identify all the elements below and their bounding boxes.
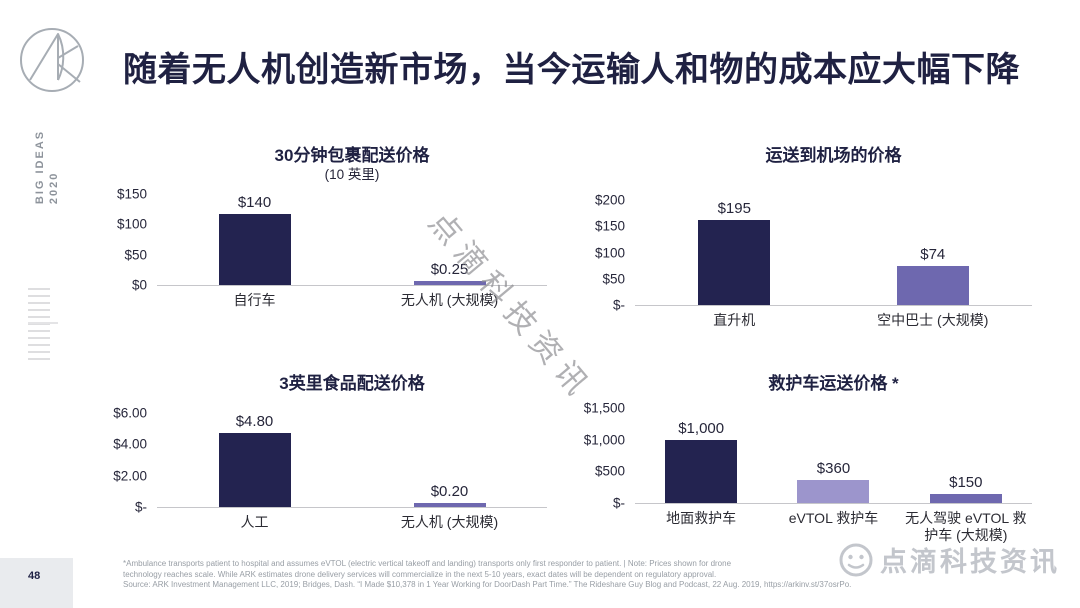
page-number: 48 xyxy=(28,570,41,582)
chart-title: 3英里食品配送价格 xyxy=(105,374,547,394)
bar-column: $360 xyxy=(767,408,899,503)
x-axis-labels: 地面救护车 eVTOL 救护车 无人驾驶 eVTOL 救护车 (大规模) xyxy=(583,510,1032,544)
y-axis-tick-label: $50 xyxy=(124,247,147,263)
footnote-line-3: Source: ARK Investment Management LLC, 2… xyxy=(123,580,852,589)
category-label: 空中巴士 (大规模) xyxy=(877,312,989,328)
chart-title: 运送到机场的价格 xyxy=(583,146,1032,166)
bar xyxy=(929,493,1002,503)
bar xyxy=(413,503,486,507)
chart-parcel-delivery-price: 30分钟包裹配送价格 (10 英里) $150 $100 $50 $0 $140 $0.… xyxy=(105,146,547,309)
y-axis-tick-label: $- xyxy=(134,499,147,515)
decorative-tick-line-long xyxy=(28,322,58,324)
bar-value-label: $195 xyxy=(717,200,751,217)
big-ideas-text: BIG IDEAS xyxy=(33,129,46,205)
x-axis-labels: 自行车 无人机 (大规模) xyxy=(105,292,547,309)
footnote-line-2: technology reaches scale. While ARK esti… xyxy=(123,569,717,579)
y-axis: $200 $150 $100 $50 $- xyxy=(583,193,635,313)
y-axis-tick-label: $- xyxy=(612,495,625,511)
y-axis: $6.00 $4.00 $2.00 $- xyxy=(105,406,157,515)
y-axis-tick-label: $150 xyxy=(116,186,147,202)
plot-area: $4.80 $0.20 xyxy=(157,413,547,508)
chart-airport-transport-price: 运送到机场的价格 $200 $150 $100 $50 $- $195 $74 直升机 空中… xyxy=(583,146,1032,329)
bar-value-label: $1,000 xyxy=(678,419,725,437)
bar-value-label: $150 xyxy=(949,473,983,491)
bar xyxy=(797,480,870,503)
y-axis-tick-label: $6.00 xyxy=(113,405,147,421)
footnote-line-1: *Ambulance transports patient to hospita… xyxy=(123,559,732,568)
bar-value-label: $0.25 xyxy=(430,261,469,278)
bar-value-label: $74 xyxy=(920,246,946,264)
y-axis: $1,500 $1,000 $500 $- xyxy=(583,401,635,511)
chart-subtitle: (10 英里) xyxy=(324,167,380,182)
x-axis-labels: 直升机 空中巴士 (大规模) xyxy=(583,312,1032,329)
ark-logo-icon xyxy=(20,28,84,92)
plot-area: $1,000 $360 $150 xyxy=(635,408,1032,504)
y-axis-tick-label: $500 xyxy=(594,463,625,479)
bar-value-label: $140 xyxy=(237,194,272,211)
y-axis-tick-label: $- xyxy=(612,297,625,313)
y-axis-tick-label: $100 xyxy=(594,245,625,260)
chart-title-number: 30 xyxy=(274,146,294,165)
page-number-band xyxy=(0,558,73,608)
y-axis-tick-label: $1,500 xyxy=(583,400,625,416)
bar-column: $74 xyxy=(834,200,1033,305)
category-label: eVTOL 救护车 xyxy=(788,510,879,526)
y-axis-tick-label: $100 xyxy=(116,216,147,232)
bar-column: $0.25 xyxy=(352,194,547,285)
chart-ambulance-transport-price: 救护车运送价格 * $1,500 $1,000 $500 $- $1,000 $360 $… xyxy=(583,374,1032,544)
slide-title: 随着无人机创造新市场，当今运输人和物的成本应大幅下降 xyxy=(123,51,1020,89)
chart-title-text: 运送到机场的价格 xyxy=(765,146,902,165)
plot-area: $195 $74 xyxy=(635,200,1032,306)
y-axis-tick-label: $2.00 xyxy=(113,468,147,484)
bar-column: $4.80 xyxy=(157,413,352,507)
plot-area: $140 $0.25 xyxy=(157,194,547,286)
bar xyxy=(698,220,771,305)
category-label: 地面救护车 xyxy=(666,510,737,526)
bar xyxy=(218,214,291,285)
y-axis-tick-label: $4.00 xyxy=(113,436,147,452)
chart-title-text: 救护车运送价格 * xyxy=(768,374,899,393)
bar-value-label: $4.80 xyxy=(235,413,274,430)
category-label: 无人机 (大规模) xyxy=(400,514,499,530)
y-axis-tick-label: $1,000 xyxy=(583,432,625,448)
bar-column: $1,000 xyxy=(635,408,767,503)
year-text: 2020 xyxy=(47,171,60,205)
bar xyxy=(665,439,738,503)
category-label: 无人驾驶 eVTOL 救护车 (大规模) xyxy=(905,510,1027,543)
bar-column: $150 xyxy=(900,408,1032,503)
bar xyxy=(413,281,486,285)
chart-title: 救护车运送价格 * xyxy=(583,374,1032,394)
bar xyxy=(896,266,969,305)
sidebar-vertical-label: BIG IDEAS 2020 xyxy=(0,112,102,222)
category-label: 直升机 xyxy=(713,312,756,328)
bar-column: $0.20 xyxy=(352,413,547,507)
chart-title-text: 英里食品配送价格 xyxy=(288,374,425,393)
bar-value-label: $360 xyxy=(816,460,851,478)
chart-title: 30分钟包裹配送价格 xyxy=(105,146,547,166)
bar xyxy=(218,433,291,507)
footnote: *Ambulance transports patient to hospita… xyxy=(123,559,1043,591)
bar-column: $195 xyxy=(635,200,834,305)
y-axis-tick-label: $50 xyxy=(602,271,625,287)
y-axis: $150 $100 $50 $0 xyxy=(105,187,157,293)
chart-title-text: 分钟包裹配送价格 xyxy=(293,146,430,165)
decorative-tick-lines xyxy=(28,288,50,362)
chart-food-delivery-price: 3英里食品配送价格 $6.00 $4.00 $2.00 $- $4.80 $0.20 人… xyxy=(105,374,547,531)
category-label: 无人机 (大规模) xyxy=(400,292,499,308)
category-label: 人工 xyxy=(240,514,269,530)
y-axis-tick-label: $0 xyxy=(131,277,147,293)
y-axis-tick-label: $200 xyxy=(594,192,625,208)
category-label: 自行车 xyxy=(233,292,276,308)
y-axis-tick-label: $150 xyxy=(594,218,625,234)
x-axis-labels: 人工 无人机 (大规模) xyxy=(105,514,547,531)
bar-value-label: $0.20 xyxy=(430,483,469,500)
chart-title-number: 3 xyxy=(279,374,289,393)
bar-column: $140 xyxy=(157,194,352,285)
